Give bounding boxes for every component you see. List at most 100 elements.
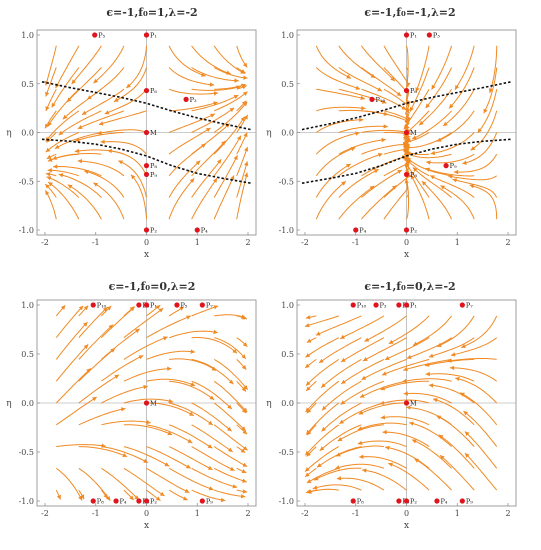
critical-point xyxy=(199,302,205,308)
streamline xyxy=(383,178,408,220)
streamline xyxy=(169,101,218,112)
streamline xyxy=(442,88,475,127)
critical-point xyxy=(143,32,150,38)
streamline xyxy=(340,337,385,363)
streamline xyxy=(464,452,498,491)
streamline-arrow xyxy=(190,382,196,387)
critical-point-label: P₁₀ xyxy=(97,302,107,310)
streamline xyxy=(361,67,402,97)
streamline-arrow xyxy=(381,137,386,143)
streamline-arrow xyxy=(341,181,346,186)
streamline xyxy=(425,167,475,177)
streamline xyxy=(55,344,89,382)
streamline xyxy=(191,402,233,432)
critical-point-label: P₈ xyxy=(97,498,104,506)
streamline-arrow xyxy=(355,131,360,136)
streamline xyxy=(77,160,125,177)
y-axis-label: η xyxy=(6,129,11,139)
streamline-arrow xyxy=(242,62,248,68)
streamline-arrow xyxy=(220,497,226,503)
streamline-arrow xyxy=(97,130,102,135)
streamline-arrow xyxy=(71,79,76,85)
streamline-arrow xyxy=(337,437,343,442)
streamline xyxy=(55,368,92,404)
streamline-arrow xyxy=(54,144,60,149)
streamline-arrow xyxy=(241,408,247,414)
streamline-arrow xyxy=(164,462,170,467)
streamline xyxy=(66,67,102,103)
critical-point xyxy=(403,400,410,406)
streamline-arrow xyxy=(341,357,346,362)
streamline-arrow xyxy=(450,352,456,357)
streamline xyxy=(460,315,498,349)
streamline xyxy=(214,83,246,90)
streamline xyxy=(213,45,246,74)
critical-point xyxy=(199,498,205,504)
streamline xyxy=(123,446,170,467)
streamline-arrow xyxy=(92,397,97,402)
streamline-arrow xyxy=(167,366,172,371)
streamline-arrow xyxy=(305,353,311,358)
streamline xyxy=(340,358,385,385)
x-tick-label: 1 xyxy=(455,509,460,518)
streamline xyxy=(436,415,475,447)
streamline-arrow xyxy=(155,496,161,501)
streamline-arrow xyxy=(438,434,444,439)
x-tick-label: 2 xyxy=(245,509,250,518)
streamline xyxy=(448,67,475,109)
streamline-arrow xyxy=(131,174,136,180)
streamline-arrow xyxy=(321,426,327,432)
x-tick-label: -1 xyxy=(352,238,360,247)
streamline-arrow xyxy=(306,479,312,483)
streamline-arrow xyxy=(208,420,213,426)
streamline-arrow xyxy=(143,458,148,463)
streamline xyxy=(450,337,497,356)
critical-point xyxy=(183,96,189,102)
streamline-arrow xyxy=(339,419,345,424)
streamline-arrow xyxy=(77,159,82,164)
streamline-arrow xyxy=(232,484,238,489)
critical-point-label: P₇ xyxy=(206,302,213,310)
streamline-arrow xyxy=(53,164,58,169)
streamline-arrow xyxy=(319,358,324,363)
streamline-arrow xyxy=(232,348,237,354)
panel-3: P₁₀P₃P₁P₅P₇MP₈P₄P₅P₂P₉-2-1012-1.0-0.50.0… xyxy=(6,280,257,531)
x-tick-label: 0 xyxy=(404,238,409,247)
streamline-arrow xyxy=(436,415,442,420)
streamline-arrow xyxy=(361,375,367,380)
streamline-arrow xyxy=(462,160,467,165)
critical-point-label: P₂ xyxy=(410,498,417,506)
y-tick-label: 0.0 xyxy=(281,129,294,138)
streamline-arrow xyxy=(377,87,382,92)
streamline-arrow xyxy=(306,338,312,343)
streamline-arrow xyxy=(155,305,161,310)
streamline xyxy=(130,174,147,220)
streamline-arrow xyxy=(241,365,247,370)
critical-point-label: P₄ xyxy=(201,227,208,235)
streamline-arrow xyxy=(52,155,57,160)
critical-point-label: P₆ xyxy=(150,87,157,95)
streamline-arrow xyxy=(340,400,346,405)
streamline xyxy=(214,489,246,498)
streamline-arrow xyxy=(322,405,327,411)
streamline xyxy=(55,45,80,89)
critical-point xyxy=(143,129,150,136)
streamline-arrow xyxy=(48,182,53,187)
streamline-arrow xyxy=(313,476,319,481)
streamline-arrow xyxy=(315,331,321,336)
streamline-arrow xyxy=(388,462,393,467)
y-axis-label: η xyxy=(266,399,271,409)
streamline xyxy=(168,88,219,95)
streamline xyxy=(431,45,453,90)
streamline xyxy=(100,141,147,155)
y-axis-label: η xyxy=(266,129,271,139)
streamline xyxy=(318,337,362,364)
streamline-arrow xyxy=(67,184,73,189)
streamline-arrow xyxy=(422,181,427,186)
critical-point xyxy=(90,302,96,308)
streamline-arrow xyxy=(380,415,386,420)
critical-point xyxy=(136,302,142,308)
critical-point xyxy=(403,87,410,94)
streamline xyxy=(361,169,403,198)
